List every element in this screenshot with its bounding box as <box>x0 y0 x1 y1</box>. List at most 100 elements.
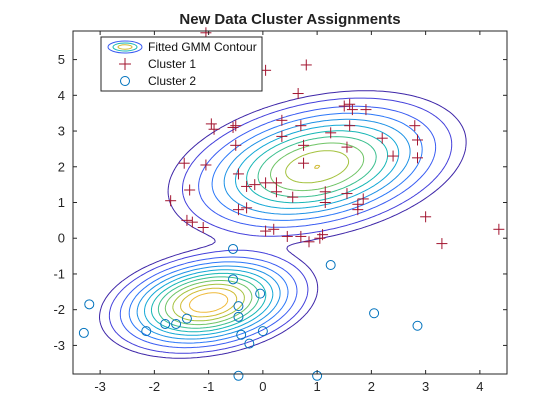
axis-ticks: -3 -2 -1 0 1 2 3 4 -3 -2 -1 0 1 2 3 4 5 <box>53 31 507 394</box>
cluster1-point <box>197 222 209 234</box>
y-tick-label: 5 <box>58 52 65 67</box>
cluster1-point <box>409 120 421 132</box>
cluster2-point <box>369 308 380 319</box>
cluster1-point <box>276 114 288 126</box>
cluster1-point <box>165 195 177 207</box>
cluster2-point <box>84 299 95 310</box>
gmm-contour <box>99 90 467 359</box>
cluster1-point <box>436 238 448 250</box>
contour-level-2 <box>108 97 453 354</box>
cluster1-point <box>260 225 272 237</box>
cluster1-point <box>232 204 244 216</box>
x-tick-label: 2 <box>368 379 375 394</box>
y-tick-label: 3 <box>58 124 65 139</box>
cluster2-point <box>233 370 244 381</box>
x-tick-label: 3 <box>422 379 429 394</box>
cluster1-point <box>230 139 242 151</box>
cluster1-point <box>300 59 312 71</box>
cluster2-point <box>228 243 239 254</box>
cluster1-point <box>360 104 372 116</box>
cluster1-point <box>186 216 198 228</box>
cluster1-point <box>303 236 315 248</box>
cluster1-point <box>205 118 217 130</box>
cluster1-point <box>344 98 356 110</box>
cluster1-point <box>338 100 350 112</box>
cluster1-point <box>295 230 307 242</box>
cluster1-point <box>319 197 331 208</box>
cluster2-point <box>78 327 89 338</box>
cluster1-point <box>230 120 242 132</box>
legend-cluster2-marker <box>120 76 130 86</box>
cluster1-point <box>295 120 307 132</box>
x-tick-label: -2 <box>149 379 161 394</box>
cluster1-point <box>387 150 399 162</box>
y-tick-label: -3 <box>53 338 65 353</box>
legend-contour-swatch <box>107 40 143 54</box>
cluster2-point <box>236 329 247 340</box>
cluster2-point <box>228 274 239 285</box>
cluster1-point <box>317 229 329 241</box>
y-tick-label: 0 <box>58 231 65 246</box>
cluster2-point <box>257 326 268 337</box>
x-tick-label: 1 <box>314 379 321 394</box>
cluster1-point <box>178 157 190 169</box>
cluster1-point <box>325 127 337 139</box>
cluster1-point <box>287 191 299 203</box>
cluster1-point <box>249 179 261 191</box>
cluster1-point <box>346 104 358 116</box>
cluster2-point <box>171 318 182 329</box>
contour-level-10 <box>172 150 350 322</box>
cluster1-point <box>184 184 196 196</box>
x-tick-label: -1 <box>203 379 215 394</box>
contour-level-12 <box>188 292 229 313</box>
y-tick-label: -2 <box>53 302 65 317</box>
cluster1-point <box>200 159 212 171</box>
cluster1-point <box>376 132 388 144</box>
legend-cluster1-marker <box>119 58 131 70</box>
x-tick-label: 4 <box>476 379 483 394</box>
cluster1-point <box>298 139 310 151</box>
legend-label-cluster2: Cluster 2 <box>148 74 196 88</box>
cluster2-point <box>181 313 192 324</box>
cluster1-point <box>319 186 331 198</box>
cluster1-point <box>260 177 272 189</box>
cluster1-point <box>270 177 282 189</box>
x-tick-label: 0 <box>259 379 266 394</box>
cluster1-point <box>357 193 369 205</box>
cluster1-point <box>232 168 244 180</box>
contour-level-1 <box>99 90 467 359</box>
cluster1-point <box>208 123 220 135</box>
cluster1-point <box>227 121 239 133</box>
cluster2-point <box>233 301 244 312</box>
cluster2-point <box>244 338 255 349</box>
cluster2-point <box>325 260 336 271</box>
cluster1-point <box>298 157 310 169</box>
cluster1-point <box>276 130 288 142</box>
cluster2-point <box>255 288 266 299</box>
cluster1-point <box>241 202 253 214</box>
cluster1-point <box>200 27 212 39</box>
cluster1-point <box>181 214 193 226</box>
contour-level-8 <box>157 136 377 329</box>
legend: Fitted GMM Contour Cluster 1 Cluster 2 <box>100 36 263 92</box>
cluster1-point <box>344 120 356 132</box>
chart-title: New Data Cluster Assignments <box>179 11 400 28</box>
series-cluster-1 <box>165 27 505 250</box>
cluster2-point <box>160 318 171 329</box>
y-tick-label: 4 <box>58 88 65 103</box>
cluster1-point <box>352 198 364 210</box>
legend-label-contour: Fitted GMM Contour <box>148 40 257 54</box>
x-tick-label: -3 <box>94 379 106 394</box>
cluster1-point <box>281 230 293 242</box>
y-tick-label: 1 <box>58 195 65 210</box>
cluster1-point <box>411 134 423 146</box>
cluster2-point <box>233 311 244 322</box>
legend-label-cluster1: Cluster 1 <box>148 57 196 71</box>
cluster2-point <box>141 326 152 337</box>
cluster2-point <box>412 320 423 331</box>
cluster1-point <box>411 152 423 164</box>
cluster1-point <box>241 180 253 192</box>
cluster1-point <box>341 141 353 153</box>
contour-level-6 <box>144 124 400 336</box>
